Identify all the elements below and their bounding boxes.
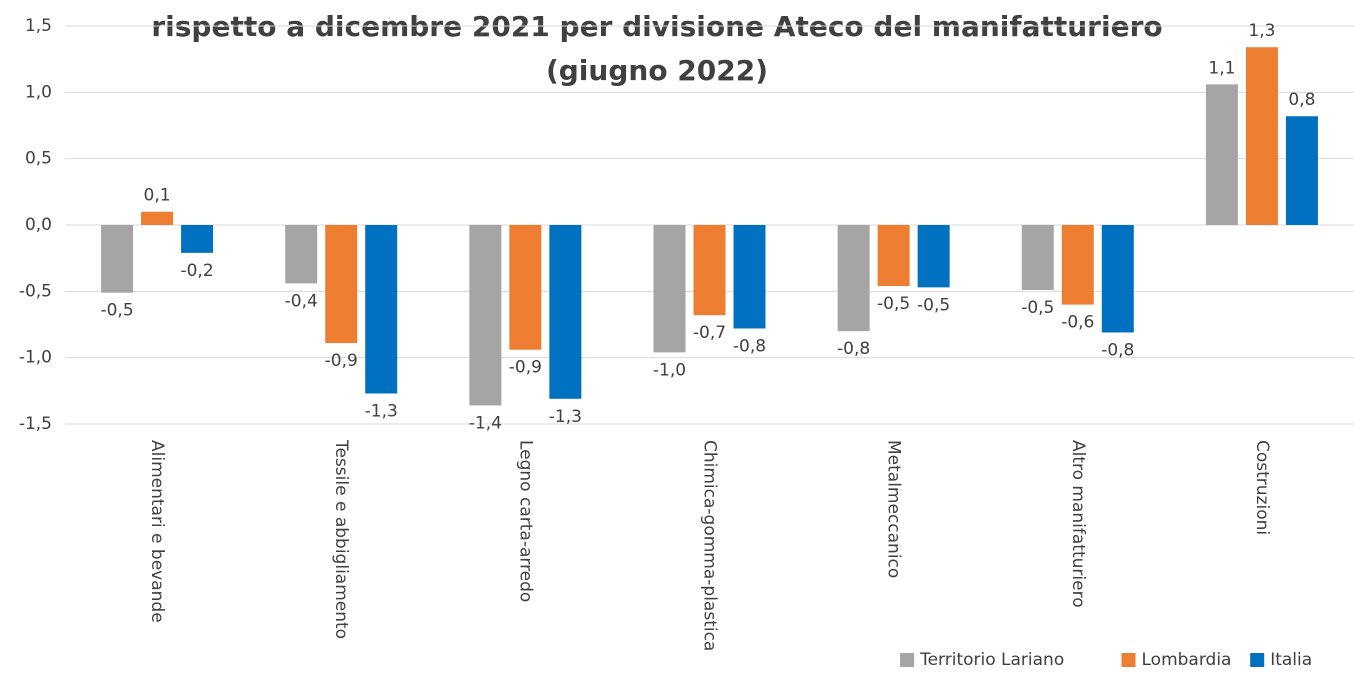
value-label: -0,5 [100,301,133,321]
y-tick-label: 0,5 [25,149,52,169]
y-tick-label: -1,5 [19,414,52,434]
value-label: 0,1 [144,186,171,206]
bar [733,225,766,329]
value-label: -0,8 [1101,340,1134,360]
value-label: -1,4 [469,413,502,433]
bar [1245,47,1278,225]
bar [285,225,318,284]
bar [181,225,214,253]
bar [365,225,398,394]
bar [877,225,910,287]
x-tick-label: Legno carta-arredo [515,440,535,602]
x-tick-label: Chimica-gomma-plastica [700,440,720,651]
value-label: 1,1 [1208,58,1235,78]
y-tick-label: 0,0 [25,215,52,235]
bar [693,225,726,316]
chart-title: (giugno 2022) [546,54,768,87]
bar [653,225,686,353]
bar [917,225,950,288]
y-tick-label: -1,0 [19,348,52,368]
value-label: -0,5 [1021,298,1054,318]
value-label: -0,2 [180,261,213,281]
bar [1205,84,1238,225]
x-tick-label: Costruzioni [1252,440,1272,535]
value-label: 0,8 [1288,90,1315,110]
value-label: 1,3 [1248,21,1275,41]
legend-label: Lombardia [1142,650,1232,670]
bar [1021,225,1054,291]
x-tick-label: Altro manifatturiero [1068,440,1088,608]
x-tick-label: Metalmeccanico [884,440,904,578]
bar [469,225,502,406]
legend-swatch [1121,653,1136,667]
bar [141,211,174,225]
y-tick-label: 1,5 [25,16,52,36]
bar [509,225,542,350]
bar [837,225,870,332]
value-label: -0,6 [1061,313,1094,333]
legend-label: Italia [1270,650,1312,670]
bar [1285,116,1318,225]
value-label: -0,5 [877,294,910,314]
bar [1101,225,1134,333]
legend-swatch [1250,653,1265,667]
value-label: -0,8 [733,336,766,356]
bar [1061,225,1094,305]
value-label: -1,3 [549,407,582,427]
value-label: -0,8 [837,339,870,359]
y-tick-label: 1,0 [25,82,52,102]
bar [101,225,134,293]
value-label: -0,7 [693,323,726,343]
value-label: -1,3 [365,401,398,421]
bar [325,225,358,344]
x-tick-label: Alimentari e bevande [147,440,167,623]
value-label: -0,5 [917,295,950,315]
value-label: -1,0 [653,360,686,380]
legend-label: Territorio Lariano [919,650,1064,670]
value-label: -0,4 [285,291,318,311]
x-tick-label: Tessile e abbigliamento [331,439,351,639]
value-label: -0,9 [325,351,358,371]
y-tick-label: -0,5 [19,281,52,301]
bar [549,225,582,399]
value-label: -0,9 [509,358,542,378]
legend-swatch [900,653,915,667]
